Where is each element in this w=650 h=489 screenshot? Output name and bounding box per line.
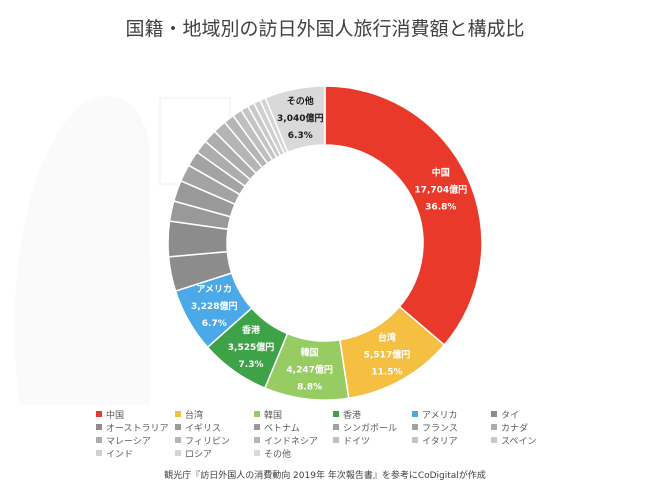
legend-swatch: [333, 411, 339, 417]
legend-swatch: [412, 424, 418, 430]
legend-swatch: [175, 411, 181, 417]
donut-slice: [324, 85, 483, 347]
legend-label: 韓国: [264, 411, 283, 421]
legend-item: 香港: [333, 410, 361, 422]
legend-item: ドイツ: [333, 436, 370, 448]
legend-label: 中国: [106, 411, 125, 421]
slice-label-percent: 36.8%: [425, 203, 456, 213]
slice-label-value: 3,525億円: [228, 341, 274, 353]
legend-item: イギリス: [175, 423, 221, 435]
legend-label: その他: [264, 450, 292, 460]
chart-title: 国籍・地域別の訪日外国人旅行消費額と構成比: [125, 18, 525, 40]
legend-label: シンガポール: [343, 424, 398, 434]
legend-swatch: [333, 424, 339, 430]
slice-label-percent: 6.3%: [288, 131, 313, 141]
legend-swatch: [412, 437, 418, 443]
slice-label-name: 香港: [241, 324, 261, 336]
legend-swatch: [175, 450, 181, 456]
legend-label: アメリカ: [422, 411, 458, 421]
slice-label-name: その他: [287, 95, 314, 107]
legend-item: カナダ: [491, 423, 528, 435]
legend-swatch: [491, 424, 497, 430]
legend-swatch: [96, 437, 102, 443]
slice-label-name: 台湾: [378, 331, 396, 343]
legend-swatch: [333, 437, 339, 443]
background-shape: [14, 95, 150, 405]
legend-swatch: [491, 437, 497, 443]
legend-label: タイ: [501, 411, 520, 421]
legend-item: ベトナム: [254, 423, 300, 435]
legend-swatch: [254, 450, 260, 456]
legend-item: イタリア: [412, 436, 458, 448]
legend-label: 台湾: [185, 411, 204, 421]
slice-label-value: 5,517億円: [364, 348, 410, 360]
slice-label-percent: 8.8%: [297, 383, 322, 393]
legend-item: フィリピン: [175, 436, 230, 448]
slice-label-name: アメリカ: [196, 284, 232, 295]
legend-item: スペイン: [491, 436, 536, 448]
legend-item: インド: [96, 449, 133, 461]
legend-swatch: [254, 411, 260, 417]
legend-label: 香港: [343, 411, 362, 421]
legend-label: インド: [106, 450, 134, 460]
legend-label: オーストラリア: [106, 424, 169, 434]
legend-swatch: [175, 437, 181, 443]
legend-label: フランス: [422, 424, 458, 434]
legend-item: 中国: [96, 410, 124, 422]
legend-swatch: [254, 424, 260, 430]
legend-swatch: [96, 450, 102, 456]
slice-label-value: 17,704億円: [414, 184, 467, 196]
legend-item: マレーシア: [96, 436, 151, 448]
legend-swatch: [254, 437, 260, 443]
legend-item: インドネシア: [254, 436, 318, 448]
legend-label: ドイツ: [343, 437, 371, 447]
legend-item: タイ: [491, 410, 519, 422]
slice-label-name: 韓国: [301, 347, 319, 359]
slice-label-percent: 11.5%: [371, 367, 402, 377]
legend-label: イギリス: [185, 424, 222, 434]
legend-label: マレーシア: [106, 437, 151, 447]
slice-label-name: 中国: [432, 167, 450, 179]
legend-item: 韓国: [254, 410, 282, 422]
slice-label-percent: 7.3%: [239, 360, 264, 370]
legend-swatch: [175, 424, 181, 430]
slice-label-value: 4,247億円: [286, 364, 332, 376]
legend-swatch: [491, 411, 497, 417]
legend-label: スペイン: [501, 437, 537, 447]
legend-item: シンガポール: [333, 423, 397, 435]
legend-swatch: [96, 411, 102, 417]
legend-label: カナダ: [501, 424, 529, 434]
slice-label-value: 3,040億円: [277, 112, 323, 124]
legend-item: その他: [254, 449, 291, 461]
legend-label: イタリア: [422, 437, 458, 447]
legend-label: ベトナム: [264, 424, 300, 434]
legend-swatch: [96, 424, 102, 430]
slice-label-value: 3,228億円: [191, 300, 237, 312]
legend-label: ロシア: [185, 450, 213, 460]
legend-swatch: [412, 411, 418, 417]
source-note: 観光庁『訪日外国人の消費動向 2019年 年次報告書』を参考にCoDigital…: [164, 471, 486, 481]
legend-item: フランス: [412, 423, 458, 435]
legend-item: ロシア: [175, 449, 212, 461]
donut-slice: [264, 85, 326, 154]
legend-item: オーストラリア: [96, 423, 169, 435]
slice-label-percent: 6.7%: [202, 319, 227, 329]
legend-item: アメリカ: [412, 410, 458, 422]
legend-label: インドネシア: [264, 437, 319, 447]
legend-item: 台湾: [175, 410, 203, 422]
legend-label: フィリピン: [185, 437, 230, 447]
